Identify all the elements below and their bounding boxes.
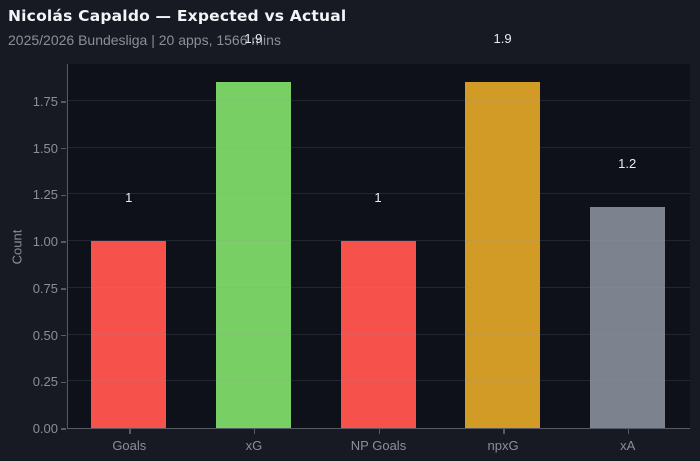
gridline: [68, 380, 690, 382]
x-tick-label-goals: Goals: [112, 438, 147, 453]
y-tick-label-1.00: 1.00: [32, 234, 58, 250]
x-tick-label-xa: xA: [620, 438, 636, 453]
bar-value-label-xa: 1.2: [618, 156, 637, 172]
y-tick-mark: [61, 101, 66, 103]
y-tick-label-0.50: 0.50: [32, 327, 58, 343]
y-tick-mark: [61, 428, 66, 430]
y-tick-mark: [61, 381, 66, 384]
bar-npxg[interactable]: [465, 82, 541, 428]
y-tick-mark: [61, 288, 66, 290]
x-tick-label-xg: xG: [245, 438, 263, 453]
y-tick-label-1.25: 1.25: [32, 187, 58, 203]
gridline: [68, 333, 690, 335]
bar-xa[interactable]: [589, 207, 665, 428]
bar-value-label-goals: 1: [125, 190, 133, 206]
gridline: [68, 99, 690, 101]
gridline: [68, 193, 690, 195]
y-axis-tick-labels: 0.00 0.25 0.50 0.75 1.00 1.25 1.50 1.75: [0, 64, 58, 436]
x-tick-mark: [129, 429, 131, 434]
y-tick-mark: [61, 194, 66, 197]
bar-goals[interactable]: [91, 241, 167, 428]
gridline: [68, 146, 690, 148]
bar-np-goals[interactable]: [340, 241, 416, 428]
bar-value-label-np-goals: 1: [374, 190, 382, 206]
x-tick-mark: [378, 429, 380, 434]
x-tick-label-np-goals: NP Goals: [350, 438, 407, 453]
bar-xg[interactable]: [215, 82, 291, 428]
y-tick-label-1.50: 1.50: [32, 140, 58, 156]
y-tick-label-1.75: 1.75: [32, 93, 58, 109]
y-tick-mark: [61, 147, 66, 150]
gridline: [68, 286, 690, 288]
y-tick-mark: [61, 241, 66, 243]
bar-value-label-xg: 1.9: [244, 31, 263, 47]
y-tick-label-0.25: 0.25: [32, 374, 58, 390]
gridline: [68, 240, 690, 242]
x-tick-mark: [503, 429, 505, 434]
x-tick-mark: [253, 429, 256, 434]
x-tick-mark: [627, 429, 630, 434]
x-axis-tick-labels: Goals xG NP Goals npxG xA: [67, 437, 690, 457]
x-tick-label-npxg: npxG: [487, 438, 519, 453]
y-tick-label-0.00: 0.00: [32, 421, 58, 436]
plot-area: 1 1.9 1 1.9 1.2: [67, 32, 690, 429]
bar-value-label-npxg: 1.9: [493, 31, 512, 47]
chart-title: Nicolás Capaldo — Expected vs Actual: [8, 7, 347, 25]
chart-subtitle: 2025/2026 Bundesliga | 20 apps, 1566 min…: [8, 32, 281, 48]
y-tick-label-0.75: 0.75: [32, 280, 58, 296]
y-tick-mark: [61, 334, 66, 337]
